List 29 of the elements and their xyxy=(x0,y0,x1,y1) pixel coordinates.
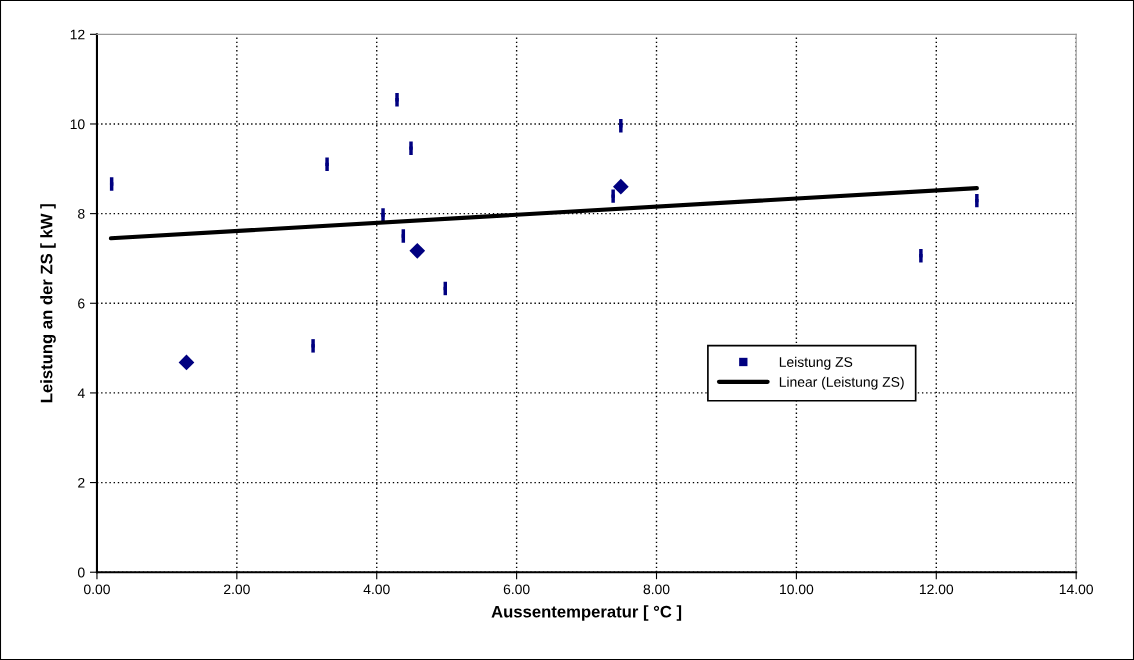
x-tick-label: 8.00 xyxy=(643,584,670,595)
y-tick-label: 10 xyxy=(70,119,85,130)
point xyxy=(178,354,195,371)
x-tick-label: 10.00 xyxy=(780,584,814,595)
point xyxy=(395,98,399,102)
x-tick-label: 2.00 xyxy=(224,584,250,595)
y-tick-label: 12 xyxy=(70,29,85,40)
y-tick-label: 0 xyxy=(77,567,85,578)
x-axis-title: Aussentemperatur [ °C ] xyxy=(491,605,682,621)
legend-label: Linear (Leistung ZS) xyxy=(779,376,904,390)
y-tick-label: 6 xyxy=(78,298,85,309)
y-tick-label: 8 xyxy=(78,208,85,219)
x-tick-label: 4.00 xyxy=(363,584,390,595)
point xyxy=(975,198,979,203)
y-tick-label: 4 xyxy=(77,388,85,398)
point xyxy=(619,124,623,128)
y-tick-label: 2 xyxy=(78,477,85,488)
point xyxy=(409,242,426,259)
x-tick-label: 0.00 xyxy=(83,584,110,595)
point xyxy=(325,162,329,166)
point xyxy=(409,146,413,150)
point xyxy=(612,178,629,195)
y-axis-title: Leistung an der ZS [ kW ] xyxy=(40,204,56,403)
point xyxy=(381,213,385,217)
x-tick-label: 12.00 xyxy=(919,584,954,595)
x-tick-label: 6.00 xyxy=(503,584,530,595)
point xyxy=(311,344,315,348)
x-tick-label: 14.00 xyxy=(1059,584,1093,595)
legend-label: Leistung ZS xyxy=(779,356,853,370)
